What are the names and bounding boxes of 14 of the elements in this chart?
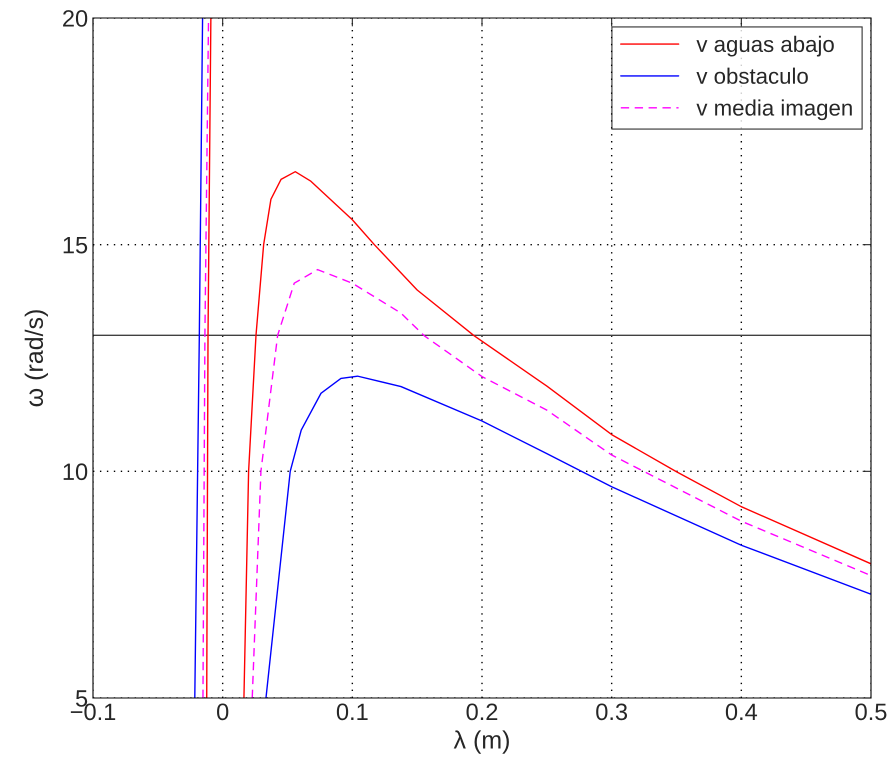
legend-label: v media imagen [696, 99, 852, 120]
y-axis-title: ω (rad/s) [24, 310, 48, 406]
x-tick-label: 0.3 [596, 703, 628, 720]
x-tick-label: 0.5 [856, 703, 886, 720]
x-tick-label: 0.1 [336, 703, 368, 720]
legend-label: v obstaculo [696, 68, 808, 84]
legend-label: v aguas abajo [696, 36, 834, 56]
x-tick-label: 0.4 [726, 703, 758, 720]
x-tick-label: 0.2 [466, 703, 498, 720]
y-tick-label: 15 [64, 236, 88, 254]
x-axis-title: λ (m) [454, 730, 509, 754]
y-tick-label: 20 [63, 10, 88, 27]
y-tick-label: 10 [64, 463, 88, 480]
x-tick-label: 0 [217, 703, 228, 720]
